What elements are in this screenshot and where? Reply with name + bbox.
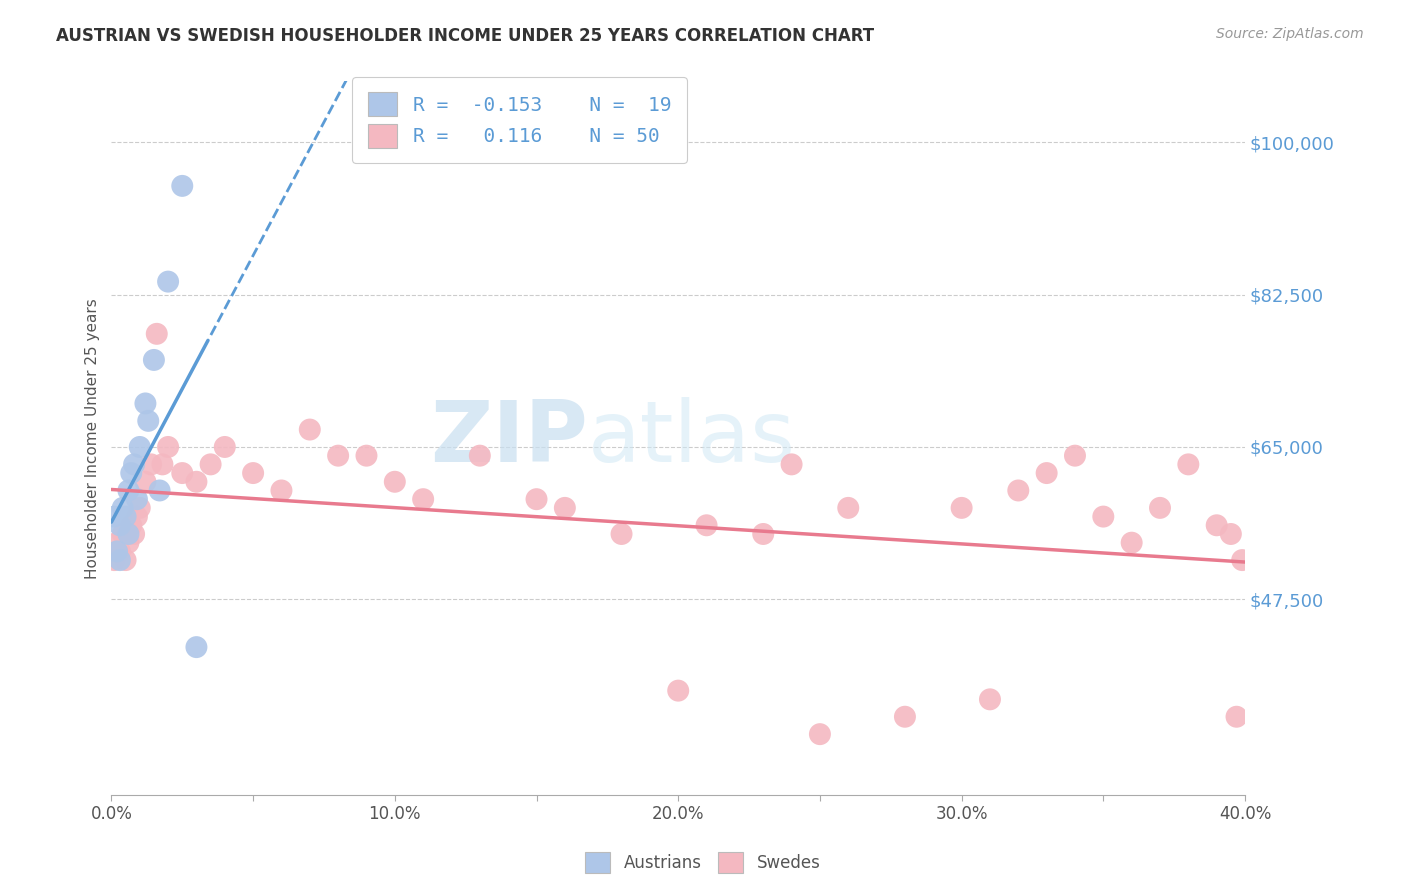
Point [412,492,434,507]
Point [152,458,174,472]
Point [270,483,292,498]
Point [1219,527,1241,541]
Point [1225,710,1247,724]
Point [200,458,222,472]
Point [242,466,264,480]
Point [111,527,134,541]
Point [103,553,125,567]
Point [128,440,150,454]
Point [1230,553,1253,567]
Point [526,492,548,507]
Legend: R =  -0.153    N =  19, R =   0.116    N = 50: R = -0.153 N = 19, R = 0.116 N = 50 [353,77,686,163]
Point [134,475,156,489]
Point [1064,449,1087,463]
Point [120,466,142,480]
Legend: Austrians, Swedes: Austrians, Swedes [579,846,827,880]
Point [117,535,139,549]
Point [808,727,831,741]
Text: ZIP: ZIP [430,397,588,480]
Point [114,553,136,567]
Point [950,500,973,515]
Point [125,509,148,524]
Point [134,396,156,410]
Point [149,483,172,498]
Point [117,483,139,498]
Y-axis label: Householder Income Under 25 years: Householder Income Under 25 years [86,298,100,579]
Point [894,710,917,724]
Point [172,178,194,193]
Point [145,326,167,341]
Point [172,466,194,480]
Point [752,527,775,541]
Point [105,544,128,558]
Point [1121,535,1143,549]
Point [157,440,180,454]
Point [356,449,378,463]
Point [117,527,139,541]
Point [139,458,162,472]
Point [214,440,236,454]
Point [157,275,180,289]
Point [103,509,125,524]
Point [1007,483,1029,498]
Point [122,527,145,541]
Point [105,535,128,549]
Point [120,518,142,533]
Point [554,500,576,515]
Point [186,475,208,489]
Point [128,500,150,515]
Point [610,527,633,541]
Point [1149,500,1171,515]
Point [780,458,803,472]
Point [384,475,406,489]
Point [979,692,1001,706]
Point [837,500,859,515]
Point [666,683,689,698]
Point [114,509,136,524]
Point [142,353,165,368]
Point [136,414,159,428]
Point [298,423,321,437]
Point [108,518,131,533]
Text: Source: ZipAtlas.com: Source: ZipAtlas.com [1216,27,1364,41]
Point [1177,458,1199,472]
Point [468,449,491,463]
Point [186,640,208,654]
Point [1035,466,1057,480]
Point [111,500,134,515]
Text: AUSTRIAN VS SWEDISH HOUSEHOLDER INCOME UNDER 25 YEARS CORRELATION CHART: AUSTRIAN VS SWEDISH HOUSEHOLDER INCOME U… [56,27,875,45]
Point [108,544,131,558]
Point [125,492,148,507]
Point [122,458,145,472]
Text: atlas: atlas [588,397,796,480]
Point [326,449,349,463]
Point [108,553,131,567]
Point [1092,509,1115,524]
Point [1205,518,1227,533]
Point [696,518,718,533]
